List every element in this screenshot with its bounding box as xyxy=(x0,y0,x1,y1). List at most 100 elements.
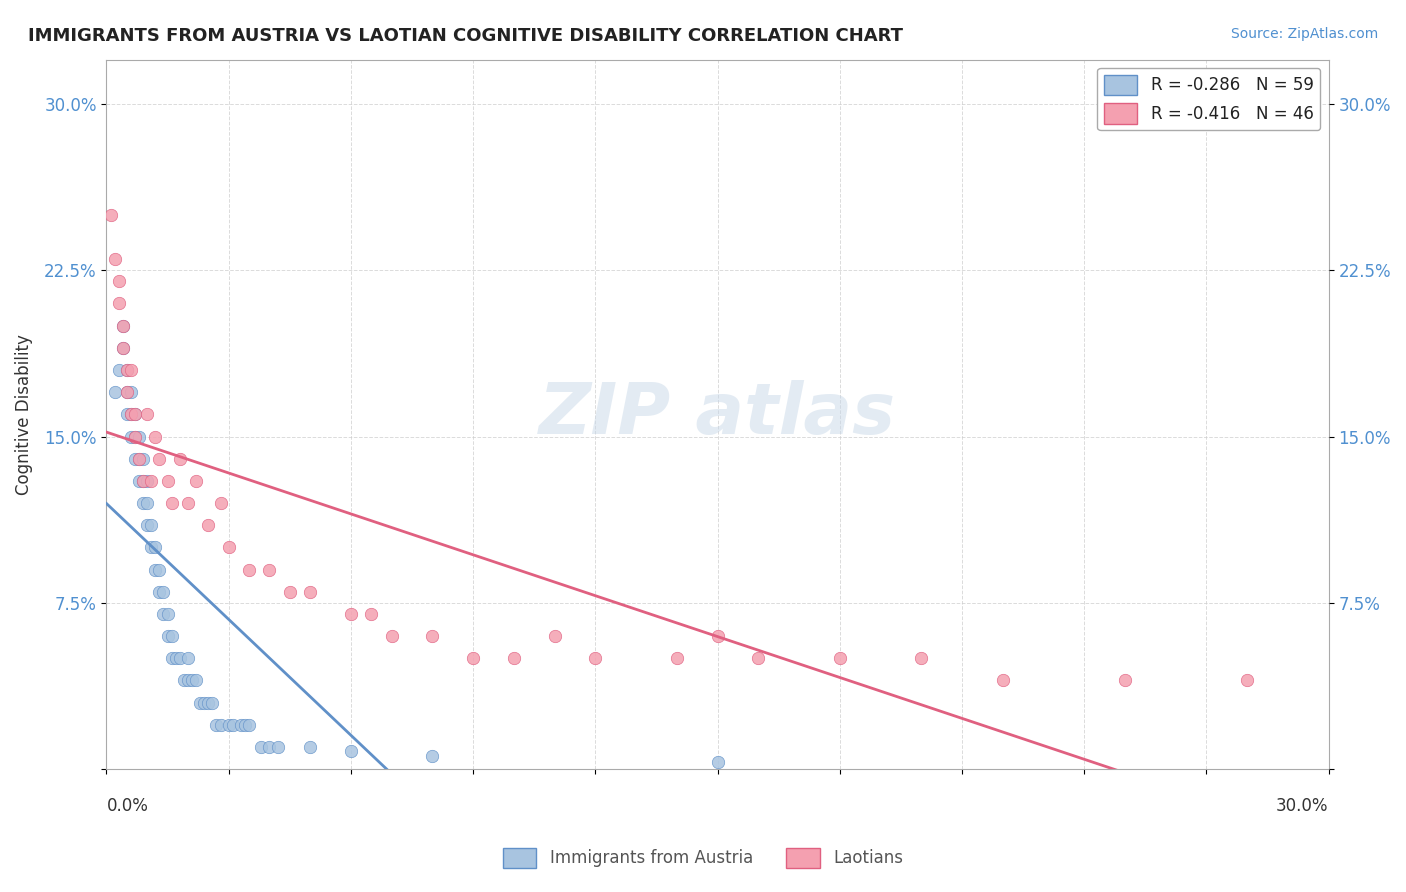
Point xyxy=(181,673,204,688)
Point xyxy=(141,541,163,555)
Point xyxy=(340,607,363,621)
Point xyxy=(136,474,159,488)
Text: 0.0%: 0.0% xyxy=(107,797,149,815)
Point xyxy=(120,408,142,422)
Point xyxy=(169,451,191,466)
Point xyxy=(128,429,150,443)
Point xyxy=(991,673,1014,688)
Point xyxy=(184,474,207,488)
Point xyxy=(120,408,142,422)
Point xyxy=(111,318,134,333)
Point xyxy=(218,541,240,555)
Point xyxy=(201,696,224,710)
Point xyxy=(422,629,444,643)
Point xyxy=(177,673,200,688)
Point xyxy=(111,341,134,355)
Point xyxy=(299,584,322,599)
Legend: R = -0.286   N = 59, R = -0.416   N = 46: R = -0.286 N = 59, R = -0.416 N = 46 xyxy=(1098,68,1320,130)
Point xyxy=(209,496,232,510)
Point xyxy=(218,717,240,731)
Point xyxy=(177,651,200,665)
Point xyxy=(143,563,166,577)
Point xyxy=(132,451,155,466)
Point xyxy=(115,363,138,377)
Point xyxy=(1236,673,1258,688)
Point xyxy=(747,651,769,665)
Point xyxy=(259,739,281,754)
Point xyxy=(205,717,228,731)
Point xyxy=(238,717,260,731)
Point xyxy=(141,518,163,533)
Text: ZIP atlas: ZIP atlas xyxy=(538,380,896,449)
Point xyxy=(188,696,211,710)
Point xyxy=(156,474,179,488)
Point xyxy=(828,651,851,665)
Point xyxy=(583,651,606,665)
Point xyxy=(148,563,170,577)
Point xyxy=(360,607,382,621)
Point xyxy=(160,651,183,665)
Point xyxy=(193,696,215,710)
Point xyxy=(132,496,155,510)
Point xyxy=(197,518,219,533)
Point xyxy=(229,717,252,731)
Point xyxy=(136,496,159,510)
Point xyxy=(250,739,273,754)
Point xyxy=(160,629,183,643)
Point xyxy=(184,673,207,688)
Point xyxy=(124,408,146,422)
Point xyxy=(143,541,166,555)
Point xyxy=(173,673,195,688)
Point xyxy=(100,208,122,222)
Point xyxy=(266,739,288,754)
Point xyxy=(124,408,146,422)
Point xyxy=(132,474,155,488)
Point xyxy=(165,651,187,665)
Point xyxy=(128,474,150,488)
Legend: Immigrants from Austria, Laotians: Immigrants from Austria, Laotians xyxy=(496,841,910,875)
Text: 30.0%: 30.0% xyxy=(1277,797,1329,815)
Point xyxy=(107,363,129,377)
Point xyxy=(120,385,142,400)
Point xyxy=(148,584,170,599)
Point xyxy=(278,584,301,599)
Point xyxy=(124,429,146,443)
Point xyxy=(148,451,170,466)
Point xyxy=(104,252,127,267)
Point xyxy=(128,451,150,466)
Point xyxy=(222,717,245,731)
Point xyxy=(502,651,524,665)
Point xyxy=(156,629,179,643)
Point xyxy=(111,341,134,355)
Point xyxy=(128,451,150,466)
Point xyxy=(136,408,159,422)
Point xyxy=(665,651,688,665)
Point xyxy=(152,584,174,599)
Point xyxy=(706,629,728,643)
Point xyxy=(706,756,728,770)
Point xyxy=(160,496,183,510)
Text: Source: ZipAtlas.com: Source: ZipAtlas.com xyxy=(1230,27,1378,41)
Point xyxy=(197,696,219,710)
Point xyxy=(115,385,138,400)
Point xyxy=(124,451,146,466)
Point xyxy=(422,748,444,763)
Point xyxy=(132,474,155,488)
Point xyxy=(233,717,256,731)
Point xyxy=(143,429,166,443)
Point xyxy=(115,363,138,377)
Point xyxy=(209,717,232,731)
Point xyxy=(107,296,129,310)
Point xyxy=(259,563,281,577)
Point xyxy=(381,629,404,643)
Point xyxy=(104,385,127,400)
Point xyxy=(115,385,138,400)
Point xyxy=(1114,673,1136,688)
Point xyxy=(177,496,200,510)
Point xyxy=(910,651,932,665)
Point xyxy=(238,563,260,577)
Point xyxy=(120,363,142,377)
Y-axis label: Cognitive Disability: Cognitive Disability xyxy=(15,334,32,495)
Point xyxy=(120,429,142,443)
Point xyxy=(124,429,146,443)
